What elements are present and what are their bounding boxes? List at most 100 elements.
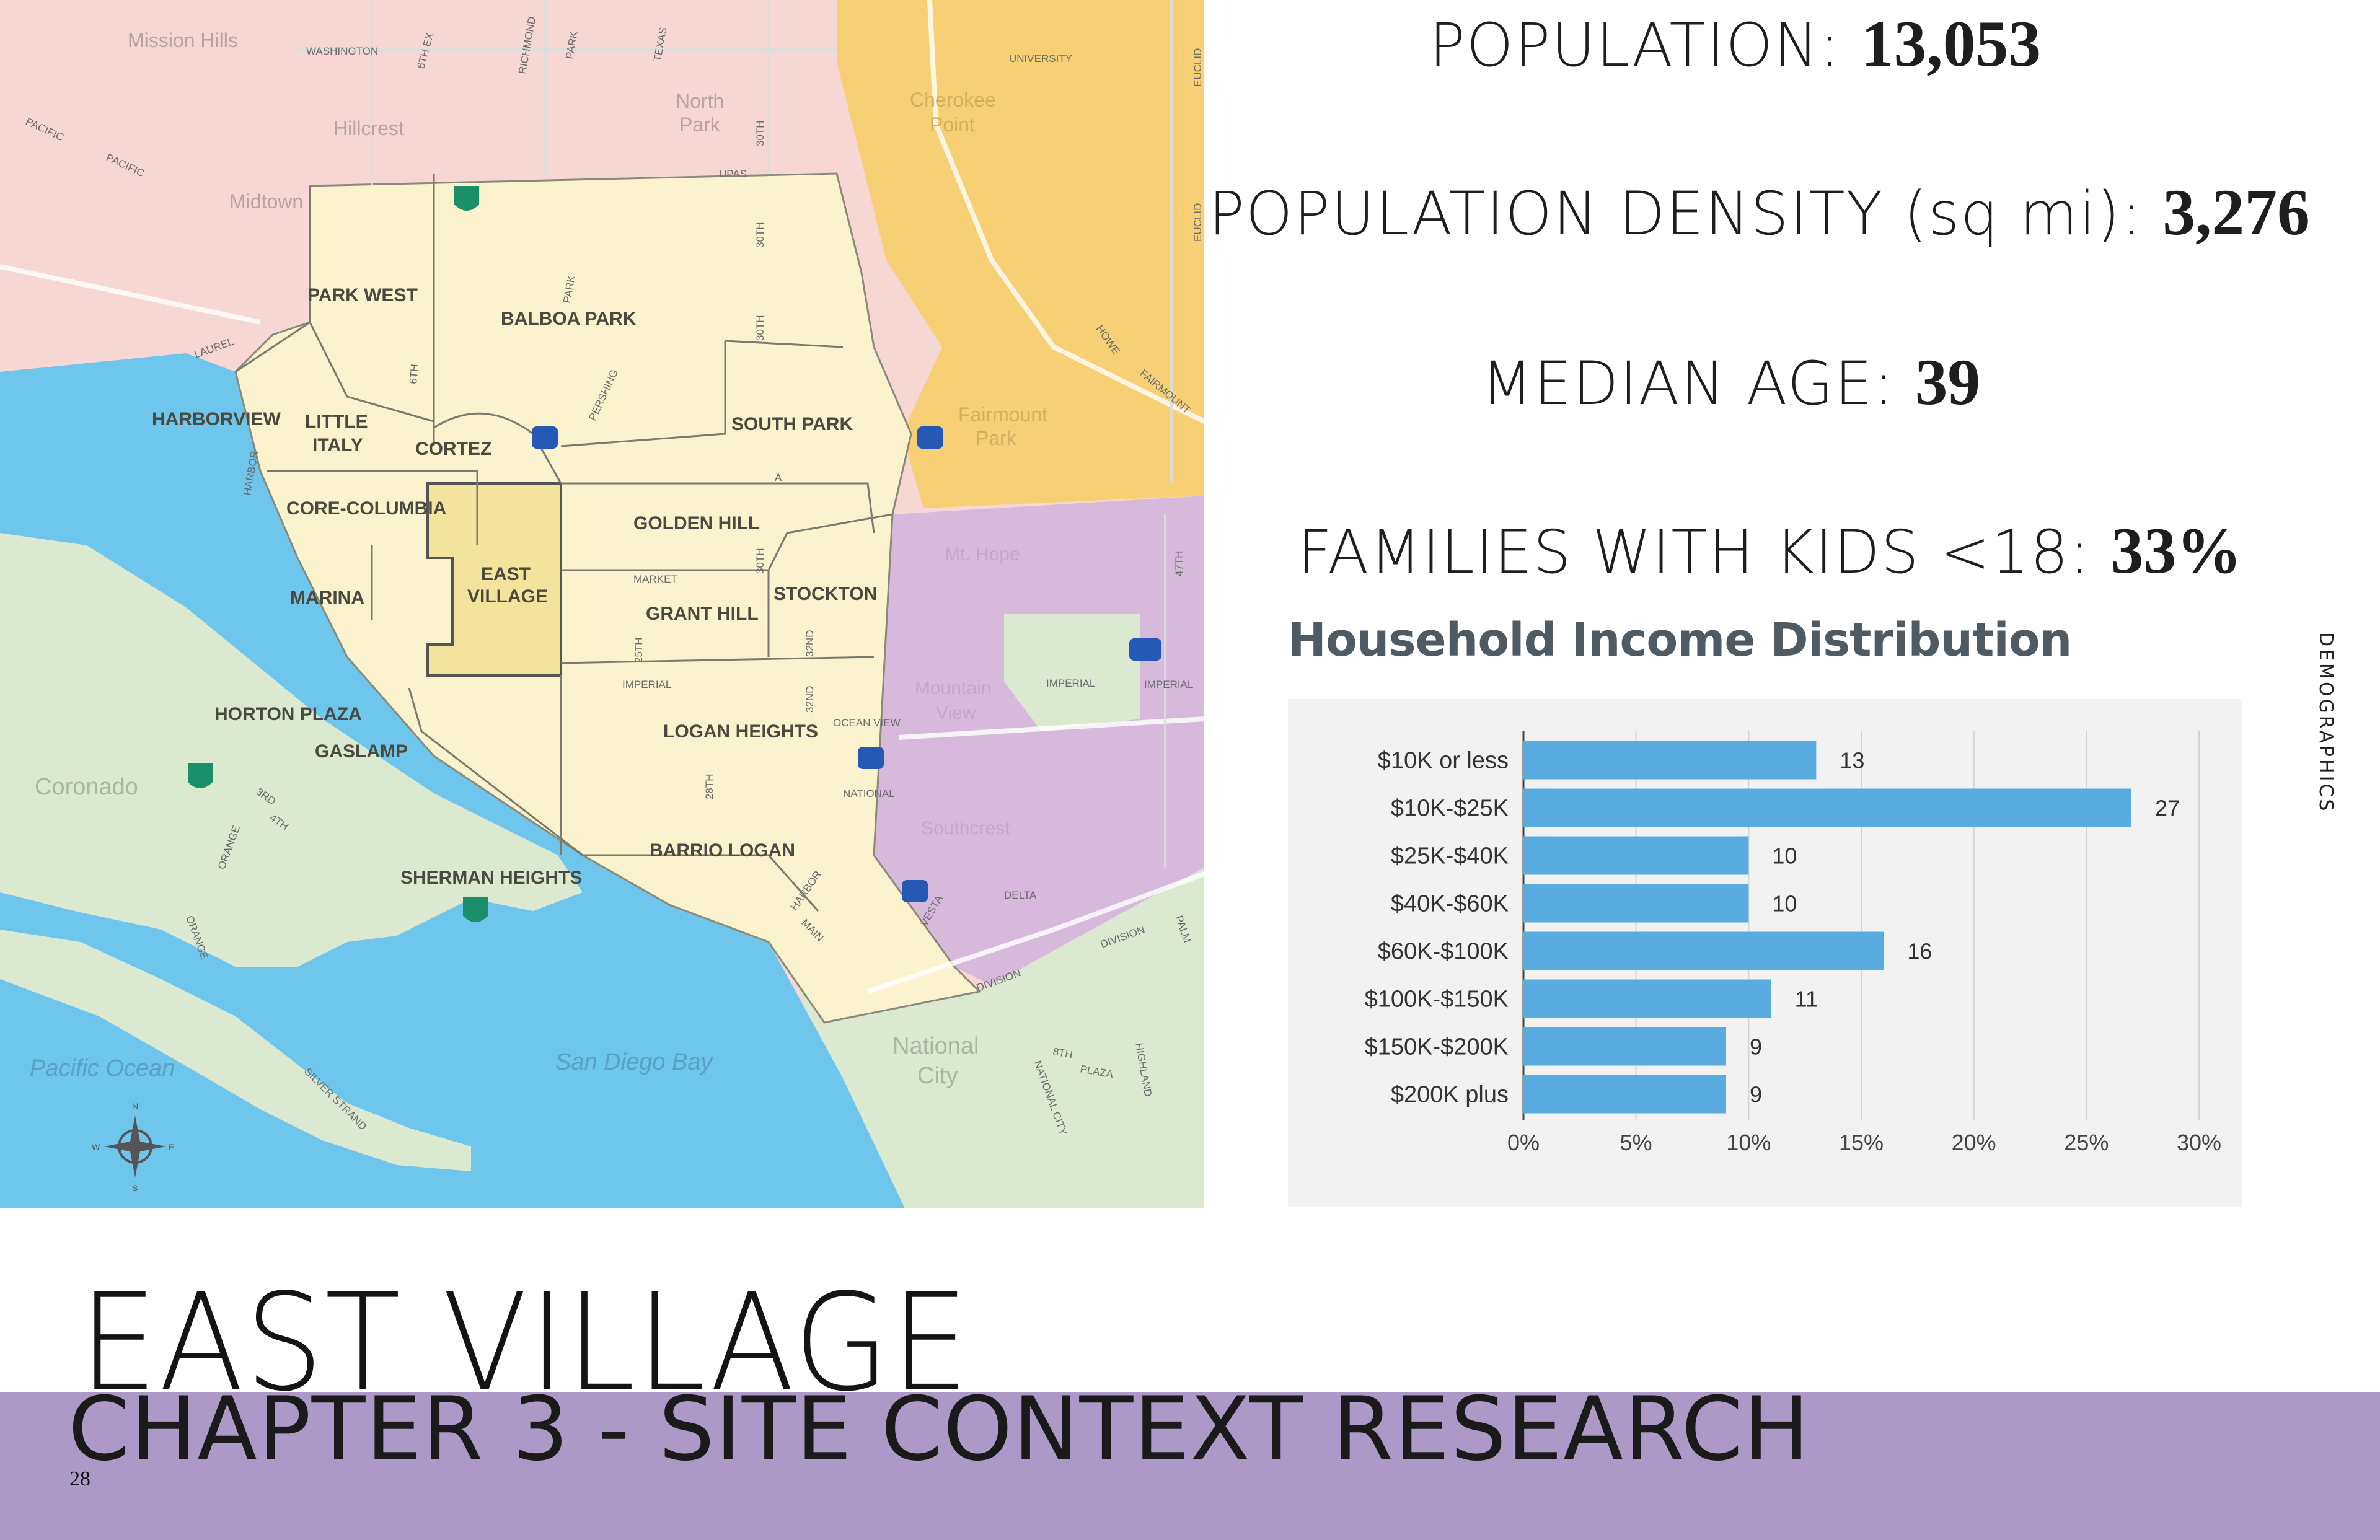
footer-band: [0, 1392, 2380, 1540]
map-label-cortez: CORTEZ: [415, 439, 491, 459]
map-label-south-park: SOUTH PARK: [731, 414, 853, 434]
map-street-euclid: EUCLID: [1192, 48, 1204, 87]
highway-shield-5: [532, 426, 558, 449]
silver-strand-land: [0, 930, 471, 1171]
chart-title: Household Income Distribution: [1288, 614, 2072, 667]
bar: [1523, 884, 1749, 923]
map-label-southcrest: Southcrest: [921, 818, 1010, 838]
x-tick-label: 20%: [1952, 1130, 1996, 1155]
map-label-mountain-view: Mountain: [915, 678, 991, 698]
map-label-national-city: National: [892, 1033, 979, 1059]
stat-median-age-label: MEDIAN AGE:: [1481, 349, 1895, 418]
stat-density-value: 3,276: [2162, 176, 2310, 249]
highway-shield-5b: [902, 880, 928, 902]
category-label: $100K-$150K: [1365, 987, 1509, 1013]
neighborhood-map: PARK WEST BALBOA PARK HARBORVIEW LITTLE …: [0, 0, 1204, 1208]
highway-shield-15b: [858, 747, 884, 769]
compass-e: E: [169, 1142, 174, 1152]
x-tick-label: 10%: [1726, 1130, 1771, 1155]
stat-families-value: 33%: [2110, 514, 2242, 587]
chapter-title: CHAPTER 3 - SITE CONTEXT RESEARCH: [68, 1378, 1810, 1481]
bar: [1523, 931, 1884, 970]
neighborhood-boundaries: [235, 174, 893, 912]
highway-shield-75: [188, 763, 213, 788]
highway-shield-805: [1129, 638, 1161, 661]
minor-roads: [298, 0, 1173, 868]
map-label-fairmount-2: Park: [976, 427, 1017, 449]
stat-families-with-kids: FAMILIES WITH KIDS <18: 33%: [1298, 513, 2242, 588]
map-label-north-park-2: Park: [679, 113, 721, 136]
map-street-32nd: 32ND: [804, 630, 816, 657]
map-label-marina: MARINA: [290, 587, 364, 608]
x-tick-label: 0%: [1507, 1130, 1540, 1155]
map-label-midtown: Midtown: [229, 190, 303, 213]
x-tick-label: 15%: [1839, 1130, 1884, 1155]
category-label: $200K plus: [1391, 1082, 1509, 1108]
x-tick-label: 25%: [2064, 1130, 2109, 1155]
income-chart-svg: 0% 5% 10% 15% 20% 25% 30% $10K or less 13 $10K-$2…: [1365, 731, 2221, 1155]
map-street-imperial-3: IMPERIAL: [1144, 679, 1193, 690]
map-label-italy: ITALY: [312, 435, 363, 455]
map-street-25th: 25TH: [633, 637, 645, 663]
major-roads: [0, 0, 1204, 994]
map-label-mountain-view-2: View: [936, 703, 976, 723]
map-label-village: VILLAGE: [467, 586, 548, 607]
map-label-balboa-park: BALBOA PARK: [501, 309, 637, 329]
region-northeast-orange: [837, 0, 1204, 508]
map-street-imperial: IMPERIAL: [622, 679, 671, 690]
map-street-university: UNIVERSITY: [1009, 53, 1072, 64]
map-label-barrio-logan: BARRIO LOGAN: [650, 840, 795, 861]
map-label-core-columbia: CORE-COLUMBIA: [286, 498, 446, 519]
downtown-area: [234, 172, 982, 1024]
map-label-national-city-2: City: [917, 1063, 958, 1089]
highway-shield-15: [917, 426, 943, 449]
map-street-30th-3: 30TH: [754, 548, 766, 574]
map-street-euclid-2: EUCLID: [1192, 203, 1204, 242]
map-street-6th: 6TH: [407, 364, 421, 385]
map-label-logan-heights: LOGAN HEIGHTS: [663, 721, 818, 742]
map-label-fairmount: Fairmount: [958, 403, 1047, 426]
map-label-north-park: North: [676, 90, 724, 112]
category-label: $150K-$200K: [1365, 1034, 1509, 1060]
category-label: $25K-$40K: [1391, 843, 1509, 869]
map-label-golden-hill: GOLDEN HILL: [633, 513, 759, 534]
highway-shield-75b: [463, 897, 488, 922]
map-street-a: A: [775, 472, 782, 483]
map-label-east: EAST: [481, 564, 531, 584]
x-tick-label: 30%: [2177, 1130, 2221, 1155]
compass-s: S: [132, 1183, 138, 1193]
bar: [1523, 1075, 1726, 1114]
map-label-cherokee-2: Point: [930, 113, 975, 136]
map-street-delta: DELTA: [1004, 889, 1037, 901]
map-street-30th-b: 30TH: [754, 315, 766, 341]
data-label: 27: [2155, 796, 2180, 821]
map-street-washington: WASHINGTON: [306, 45, 378, 57]
map-label-pacific-ocean: Pacific Ocean: [30, 1055, 175, 1081]
map-street-ocean-view: OCEAN VIEW: [833, 717, 901, 729]
map-label-sherman-heights: SHERMAN HEIGHTS: [400, 868, 582, 888]
map-street-30th-2: 30TH: [754, 222, 766, 248]
coronado-land: [0, 533, 583, 967]
stat-density-label: POPULATION DENSITY (sq mi):: [1209, 179, 2143, 249]
stat-density: POPULATION DENSITY (sq mi): 3,276: [1209, 175, 2310, 250]
map-label-little: LITTLE: [305, 411, 368, 432]
income-chart: 0% 5% 10% 15% 20% 25% 30% $10K or less 13 $10K-$2…: [1288, 699, 2242, 1207]
data-label: 13: [1840, 748, 1864, 773]
map-street-upas: UPAS: [719, 168, 747, 180]
map-label-park-west: PARK WEST: [307, 285, 418, 306]
map-street-32nd-2: 32ND: [804, 686, 816, 713]
x-tick-label: 5%: [1620, 1130, 1652, 1155]
map-street-28th: 28TH: [703, 773, 715, 799]
stat-population-value: 13,053: [1861, 7, 2042, 80]
map-label-horton-plaza: HORTON PLAZA: [214, 704, 362, 724]
page-number: 28: [69, 1467, 90, 1490]
data-label: 10: [1772, 843, 1797, 869]
map-label-coronado: Coronado: [35, 774, 138, 800]
park-green: [1004, 614, 1140, 731]
compass-rose-icon: N S E W: [92, 1101, 174, 1193]
highway-shield-163: [454, 186, 479, 211]
category-label: $60K-$100K: [1378, 939, 1509, 965]
bar: [1523, 836, 1749, 875]
map-street-imperial-2: IMPERIAL: [1046, 677, 1095, 689]
data-label: 9: [1750, 1034, 1762, 1060]
